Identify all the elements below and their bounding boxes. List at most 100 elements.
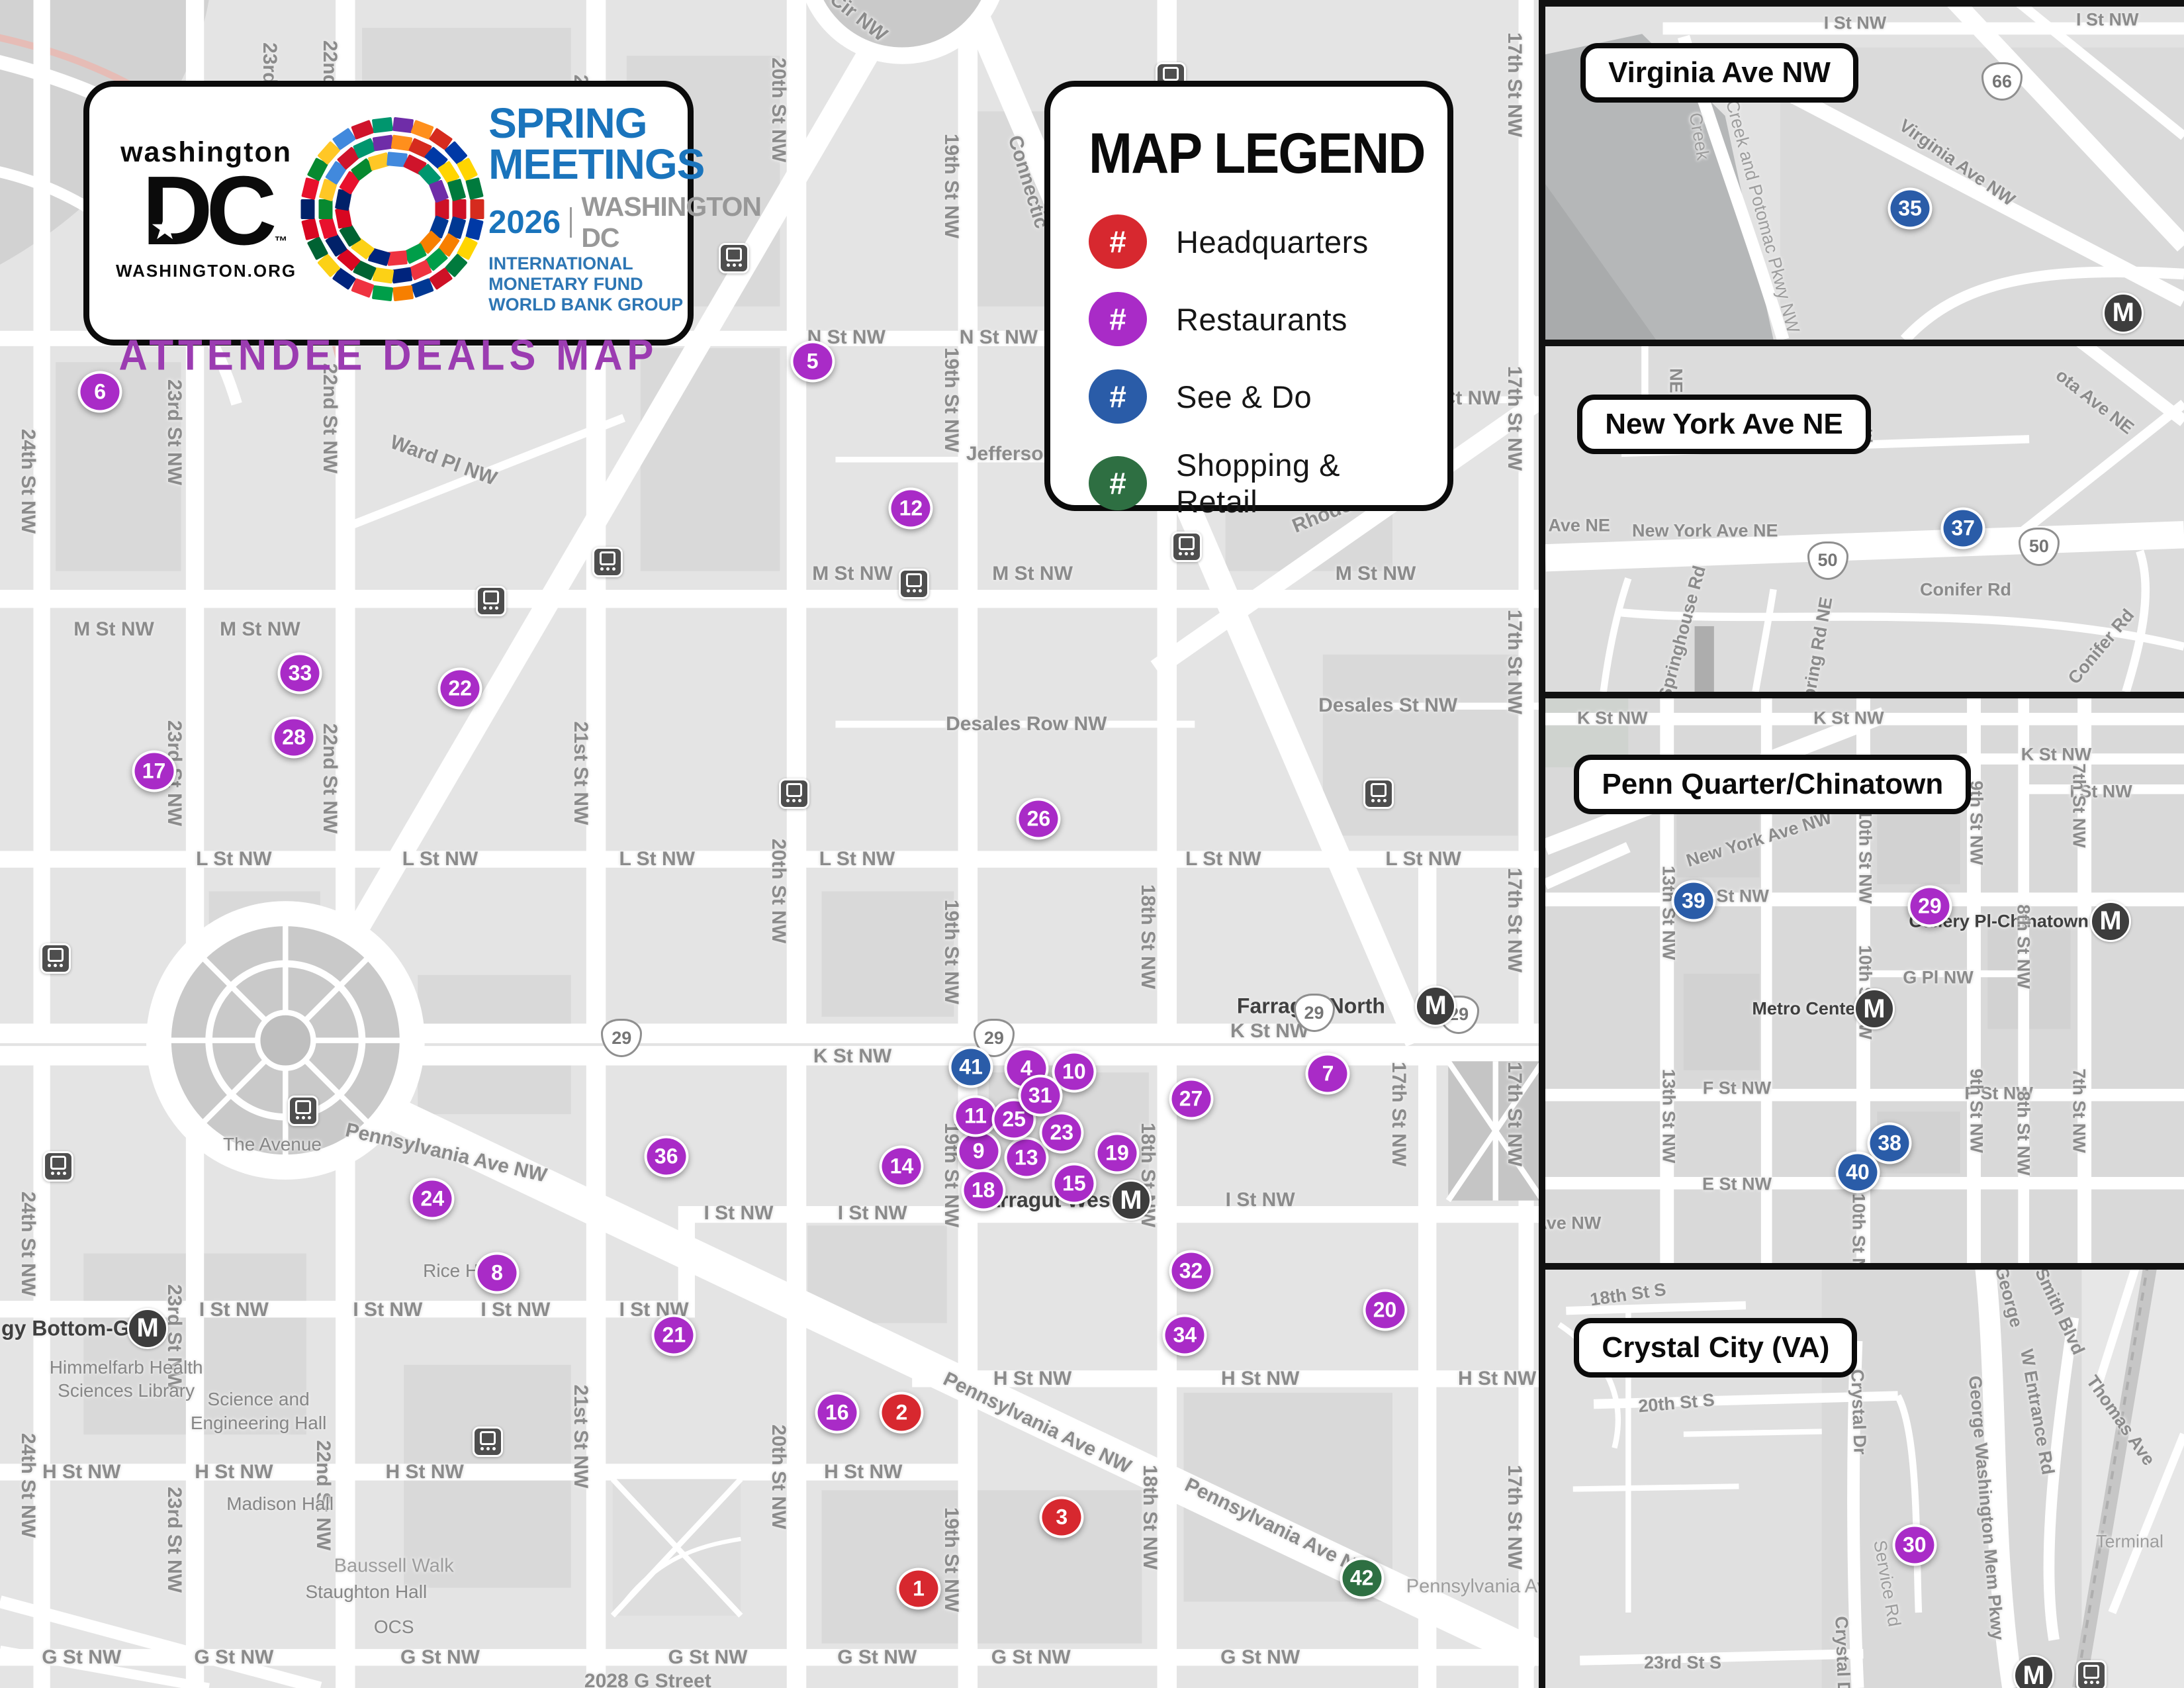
street-label: 8th St NW <box>2013 904 2034 990</box>
street-label: G St NW <box>991 1646 1071 1669</box>
flag-tile <box>371 117 393 133</box>
street-label: 24th St NW <box>17 1432 39 1538</box>
flag-tile <box>300 199 315 219</box>
map-marker-31: 31 <box>1018 1074 1063 1117</box>
restaurants-marker-icon: # <box>1089 292 1147 346</box>
street-label: 22nd St NW <box>318 723 341 833</box>
legend-label: Shopping & Retail <box>1176 447 1341 519</box>
spring-meetings-logo: SPRING MEETINGS 2026 WASHINGTON DC INTER… <box>488 102 762 315</box>
map-marker-39: 39 <box>1671 880 1716 922</box>
bus-stop-icon <box>1363 778 1394 809</box>
street-label: 17th St NW <box>1503 1061 1525 1167</box>
inset-crystal-city: 18th St S George Smith Blvd 20th St S Crysta… <box>1545 1270 2184 1688</box>
street-label: N St NW <box>959 326 1038 348</box>
map-marker-5: 5 <box>790 340 835 383</box>
street-label: G St NW <box>194 1646 274 1669</box>
legend-row-shopping: # Shopping & Retail <box>1089 447 1409 520</box>
street-label: 19th St NW <box>940 348 962 453</box>
map-marker-21: 21 <box>651 1314 696 1356</box>
street-label: New York Ave NE <box>1631 520 1778 541</box>
route-shield-icon: 50 <box>1807 541 1848 580</box>
street-label: 9th St NW <box>1966 1068 1987 1153</box>
street-label: 17th St NW <box>1503 1465 1525 1570</box>
header-logos-row: washington DC ★ ™ WASHINGTON.ORG SPRING ME… <box>116 102 762 315</box>
see-do-marker-icon: # <box>1089 369 1147 424</box>
street-label: Staughton Hall <box>305 1581 428 1602</box>
street-label: Crystal Dr <box>1831 1615 1854 1688</box>
street-label: H St NW <box>993 1368 1072 1390</box>
street-label: K St NW <box>1813 708 1884 728</box>
flag-tile <box>452 199 467 219</box>
street-label: George Washington Mem Pkwy <box>1964 1375 2008 1642</box>
street-label: F St NW <box>1964 1083 2033 1103</box>
bus-stop-icon <box>473 1426 504 1457</box>
map-marker-14: 14 <box>879 1145 924 1188</box>
map-marker-9: 9 <box>956 1130 1001 1172</box>
bus-stop-icon <box>475 585 506 616</box>
street-label: Conifer Rd <box>1919 579 2011 600</box>
street-label: Creek and Potomac Pkwy NW <box>1722 97 1804 336</box>
route-shield-icon: 29 <box>601 1019 643 1058</box>
street-label: I St NW <box>1823 13 1887 33</box>
street-label: G St NW <box>42 1646 122 1669</box>
street-label: I St NW <box>2075 9 2139 30</box>
headquarters-marker-icon: # <box>1089 214 1147 269</box>
street-label: Pennsylvania Ave NW <box>343 1119 549 1187</box>
street-label: 18th St NW <box>1138 1465 1161 1570</box>
street-label: 18th St S <box>1589 1279 1668 1310</box>
legend-label: Headquarters <box>1176 224 1369 259</box>
street-label: 20th St S <box>1637 1389 1715 1417</box>
street-label: K St NW <box>813 1045 892 1068</box>
street-label: Spring Rd NE <box>1796 595 1837 698</box>
street-label: 17th St NW <box>1503 366 1525 471</box>
street-label: G St NW <box>837 1646 917 1669</box>
street-label: Sciences Library <box>58 1380 195 1401</box>
bus-stop-icon <box>1171 532 1202 563</box>
flag-tile <box>335 207 353 230</box>
map-marker-7: 7 <box>1305 1053 1350 1095</box>
flag-tile <box>391 267 413 284</box>
inset-penn-quarter: K St NW K St NW K St NW I St NW New York Ave… <box>1545 698 2184 1270</box>
street-label: 20th St NW <box>768 57 790 162</box>
street-label: H St NW <box>1221 1368 1300 1390</box>
street-label: Jefferso <box>966 442 1044 465</box>
street-label: M St NW <box>812 563 893 585</box>
washington-org-label: WASHINGTON.ORG <box>116 260 297 281</box>
shopping-marker-icon: # <box>1089 456 1147 510</box>
bus-stop-icon <box>778 778 809 809</box>
street-label: New York Ave NW <box>1684 808 1835 871</box>
street-label: I St NW <box>199 1298 269 1321</box>
map-marker-22: 22 <box>437 667 482 710</box>
street-label: L St NW <box>1185 847 1261 870</box>
street-label: George <box>1991 1270 2026 1330</box>
street-label: ota Ave NE <box>2052 365 2138 438</box>
street-label: Terminal <box>2095 1531 2163 1552</box>
event-year: 2026 <box>488 205 561 241</box>
map-marker-26: 26 <box>1016 798 1061 840</box>
street-label: K St NW <box>1577 708 1648 728</box>
map-marker-29: 29 <box>1907 885 1952 927</box>
street-label: G St NW <box>1220 1646 1300 1669</box>
map-marker-1: 1 <box>896 1568 941 1610</box>
bus-stop-icon <box>288 1095 319 1126</box>
street-label: Metro Center <box>1752 998 1862 1019</box>
street-label: 21st St NW <box>569 1384 592 1489</box>
legend-row-restaurants: # Restaurants <box>1089 292 1409 346</box>
street-label: Desales Row NW <box>946 712 1107 735</box>
street-label: L St NW <box>1385 847 1461 870</box>
street-label: The Avenue <box>223 1133 322 1154</box>
flag-tile <box>465 177 484 201</box>
map-marker-13: 13 <box>1004 1137 1049 1179</box>
street-label: Ward Pl NW <box>387 431 500 491</box>
flag-tile <box>470 199 484 219</box>
imf-line: INTERNATIONAL MONETARY FUND <box>488 254 643 295</box>
map-marker-41: 41 <box>948 1046 993 1088</box>
washington-wordmark: washington <box>120 136 292 169</box>
street-label: 7th St NW <box>2069 763 2089 848</box>
street-label: W Entrance Rd <box>2017 1347 2058 1476</box>
street-label: Science and <box>207 1388 310 1409</box>
map-marker-16: 16 <box>815 1391 860 1434</box>
street-label: M St NW <box>992 563 1073 585</box>
street-label: G Pl NW <box>1903 967 1974 988</box>
street-label: I St NW <box>353 1298 423 1321</box>
